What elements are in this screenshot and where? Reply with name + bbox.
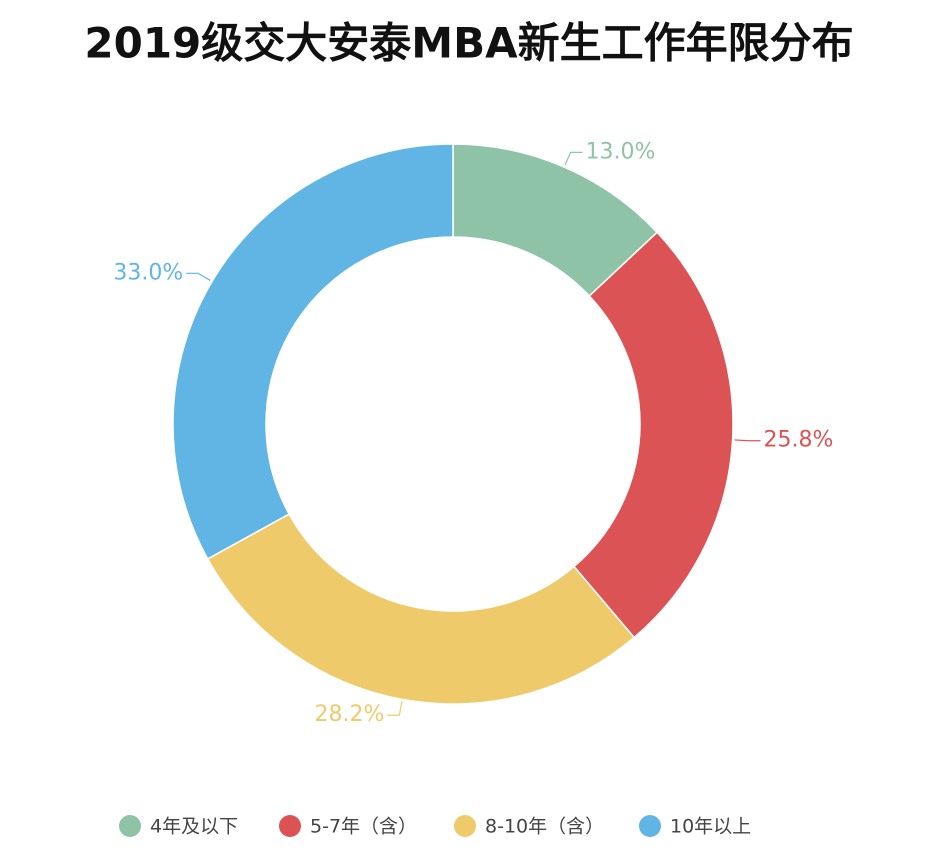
donut-slice bbox=[572, 231, 734, 639]
legend-marker bbox=[279, 815, 301, 837]
legend-label: 8-10年（含） bbox=[485, 816, 604, 838]
leader-line bbox=[186, 272, 211, 281]
legend-label: 4年及以下 bbox=[150, 816, 238, 838]
legend-marker bbox=[639, 815, 661, 837]
legend-label: 10年以上 bbox=[670, 816, 751, 838]
data-label: 13.0% bbox=[586, 139, 656, 164]
legend-label: 5-7年（含） bbox=[310, 816, 417, 838]
data-label: 25.8% bbox=[764, 428, 834, 453]
data-label: 33.0% bbox=[113, 260, 183, 285]
donut-slice bbox=[172, 143, 454, 560]
donut-slice bbox=[206, 513, 636, 705]
leader-line bbox=[564, 151, 583, 166]
leader-line bbox=[734, 439, 761, 442]
legend-marker bbox=[454, 815, 476, 837]
chart-title: 2019级交大安泰MBA新生工作年限分布 bbox=[84, 19, 853, 68]
data-label: 28.2% bbox=[314, 702, 384, 727]
legend-marker bbox=[119, 815, 141, 837]
leader-line bbox=[387, 701, 403, 716]
